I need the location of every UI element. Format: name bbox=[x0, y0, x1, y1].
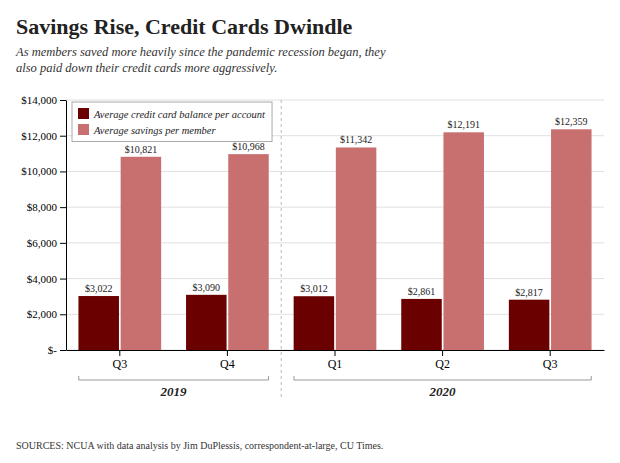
x-tick-label: Q1 bbox=[328, 357, 343, 371]
y-tick-label: $12,000 bbox=[21, 130, 57, 142]
x-tick: Q4 bbox=[220, 350, 235, 371]
group-label: 2019 bbox=[160, 384, 188, 399]
bar bbox=[294, 296, 335, 350]
y-tick: $8,000 bbox=[27, 201, 66, 213]
y-tick: $- bbox=[48, 344, 66, 356]
data-label: $3,090 bbox=[193, 282, 221, 293]
data-label: $11,342 bbox=[340, 134, 372, 145]
group-separator bbox=[281, 100, 282, 400]
bars bbox=[78, 129, 591, 350]
grid-line bbox=[66, 100, 604, 101]
bar bbox=[336, 147, 377, 350]
data-label: $2,817 bbox=[515, 287, 543, 298]
y-axis-line bbox=[66, 101, 67, 351]
x-tick-mark bbox=[442, 350, 443, 356]
x-tick: Q2 bbox=[435, 350, 450, 371]
y-tick-mark bbox=[60, 350, 66, 351]
y-tick-label: $14,000 bbox=[21, 94, 57, 106]
group-bracket bbox=[79, 376, 269, 380]
legend-swatch bbox=[78, 124, 89, 135]
y-tick-label: $8,000 bbox=[27, 201, 58, 213]
x-tick: Q3 bbox=[543, 350, 558, 371]
y-tick-mark bbox=[60, 243, 66, 244]
x-tick-label: Q4 bbox=[220, 357, 235, 371]
y-tick: $10,000 bbox=[21, 165, 66, 177]
x-tick-mark bbox=[227, 350, 228, 356]
y-tick-mark bbox=[60, 136, 66, 137]
y-tick-label: $10,000 bbox=[21, 165, 57, 177]
x-axis: Q3 Q4 Q1 Q2 Q3 bbox=[67, 350, 605, 371]
bar bbox=[228, 154, 269, 350]
y-tick: $6,000 bbox=[27, 237, 66, 249]
grid bbox=[66, 100, 604, 350]
title: Savings Rise, Credit Cards Dwindle bbox=[16, 14, 353, 39]
x-tick: Q3 bbox=[112, 350, 127, 371]
y-tick: $2,000 bbox=[27, 308, 66, 320]
bar bbox=[509, 300, 550, 350]
x-tick-mark bbox=[335, 350, 336, 356]
chart: Savings Rise, Credit Cards Dwindle As mem… bbox=[0, 0, 620, 463]
y-tick-mark bbox=[60, 207, 66, 208]
y-tick-label: $6,000 bbox=[27, 237, 58, 249]
y-tick-label: $4,000 bbox=[27, 273, 58, 285]
group-bracket bbox=[294, 376, 591, 380]
x-tick-label: Q3 bbox=[112, 357, 127, 371]
y-tick: $12,000 bbox=[21, 130, 66, 142]
legend-item: Average credit card balance per account bbox=[78, 108, 266, 120]
data-label: $3,022 bbox=[85, 283, 113, 294]
x-tick: Q1 bbox=[328, 350, 343, 371]
subtitle: As members saved more heavily since the … bbox=[15, 45, 386, 75]
series bbox=[121, 129, 592, 350]
y-tick-mark bbox=[60, 314, 66, 315]
bar bbox=[551, 129, 592, 350]
data-label: $12,359 bbox=[555, 116, 588, 127]
legend-box bbox=[72, 102, 272, 142]
y-axis: $- $2,000 $4,000 $6,000 $8,000 $10,000 $12,000… bbox=[21, 94, 66, 356]
y-tick-mark bbox=[60, 100, 66, 101]
category-groups: 2019 2020 bbox=[79, 100, 591, 400]
x-tick-mark bbox=[119, 350, 120, 356]
bar bbox=[78, 296, 119, 350]
legend-label: Average savings per member bbox=[93, 125, 217, 136]
y-tick: $14,000 bbox=[21, 94, 66, 106]
y-tick: $4,000 bbox=[27, 273, 66, 285]
x-tick-mark bbox=[550, 350, 551, 356]
bar bbox=[401, 299, 442, 350]
group-label: 2020 bbox=[429, 384, 457, 399]
source: SOURCES: NCUA with data analysis by Jim … bbox=[16, 440, 383, 451]
x-tick-label: Q3 bbox=[543, 357, 558, 371]
y-tick-label: $- bbox=[48, 344, 58, 356]
bar bbox=[121, 157, 162, 350]
bar bbox=[443, 132, 484, 350]
data-label: $2,861 bbox=[408, 286, 436, 297]
data-label: $3,012 bbox=[300, 283, 328, 294]
legend-item: Average savings per member bbox=[78, 124, 217, 136]
y-tick-mark bbox=[60, 171, 66, 172]
data-label: $10,821 bbox=[125, 144, 158, 155]
data-labels: $3,022 $3,090 $3,012 $2,861 $2,817 $10,821 $10… bbox=[85, 116, 588, 297]
legend-swatch bbox=[78, 108, 89, 119]
legend-label: Average credit card balance per account bbox=[93, 109, 266, 120]
y-tick-mark bbox=[60, 279, 66, 280]
bar bbox=[186, 295, 227, 350]
legend: Average credit card balance per account A… bbox=[72, 102, 272, 142]
data-label: $12,191 bbox=[447, 119, 480, 130]
x-tick-label: Q2 bbox=[435, 357, 450, 371]
y-tick-label: $2,000 bbox=[27, 308, 58, 320]
data-label: $10,968 bbox=[232, 141, 265, 152]
